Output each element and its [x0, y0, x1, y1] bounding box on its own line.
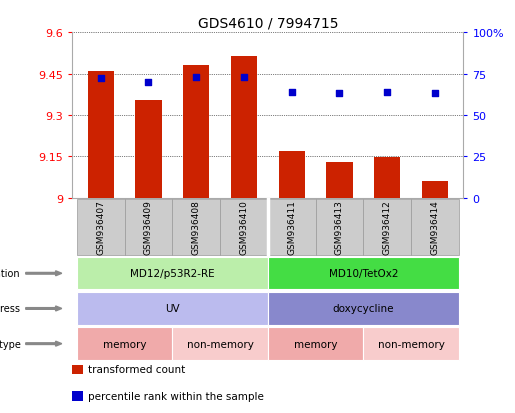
Text: GSM936414: GSM936414 — [431, 200, 439, 254]
Bar — [316, 199, 363, 255]
Text: UV: UV — [165, 304, 180, 314]
Bar — [173, 199, 220, 255]
Bar — [77, 292, 268, 325]
Bar — [88, 71, 114, 198]
Text: GSM936407: GSM936407 — [96, 200, 105, 254]
Bar — [411, 199, 459, 255]
Bar — [231, 57, 257, 198]
Text: GSM936410: GSM936410 — [239, 200, 248, 254]
Point — [383, 89, 391, 96]
Text: cell type: cell type — [0, 339, 21, 349]
Bar — [268, 328, 363, 360]
Bar — [363, 328, 459, 360]
Text: non-memory: non-memory — [377, 339, 444, 349]
Bar — [279, 152, 305, 198]
Bar — [268, 257, 459, 290]
Text: GSM936409: GSM936409 — [144, 200, 153, 254]
Point — [240, 74, 248, 81]
Bar — [327, 162, 353, 198]
Text: GSM936408: GSM936408 — [192, 200, 201, 254]
Bar — [77, 199, 125, 255]
Bar — [422, 182, 448, 198]
Point — [431, 91, 439, 97]
Bar — [183, 66, 209, 198]
Point — [287, 89, 296, 96]
Point — [144, 79, 152, 86]
Bar — [220, 199, 268, 255]
Point — [97, 76, 105, 83]
Text: non-memory: non-memory — [186, 339, 253, 349]
Bar — [374, 157, 400, 198]
Bar — [125, 199, 173, 255]
Bar — [173, 328, 268, 360]
Bar — [363, 199, 411, 255]
Bar — [77, 257, 268, 290]
Text: GSM936411: GSM936411 — [287, 200, 296, 254]
Bar — [268, 292, 459, 325]
Text: stress: stress — [0, 304, 21, 314]
Bar — [135, 100, 162, 198]
Text: GSM936413: GSM936413 — [335, 200, 344, 254]
Text: genotype/variation: genotype/variation — [0, 268, 21, 279]
Text: memory: memory — [294, 339, 337, 349]
Text: MD10/TetOx2: MD10/TetOx2 — [329, 268, 398, 279]
Point — [335, 91, 344, 97]
Bar — [268, 199, 316, 255]
Text: percentile rank within the sample: percentile rank within the sample — [88, 391, 264, 401]
Bar — [77, 328, 173, 360]
Text: GSM936412: GSM936412 — [383, 200, 391, 254]
Title: GDS4610 / 7994715: GDS4610 / 7994715 — [198, 17, 338, 31]
Text: doxycycline: doxycycline — [333, 304, 394, 314]
Text: transformed count: transformed count — [88, 364, 185, 374]
Text: memory: memory — [103, 339, 146, 349]
Point — [192, 74, 200, 81]
Text: MD12/p53R2-RE: MD12/p53R2-RE — [130, 268, 215, 279]
